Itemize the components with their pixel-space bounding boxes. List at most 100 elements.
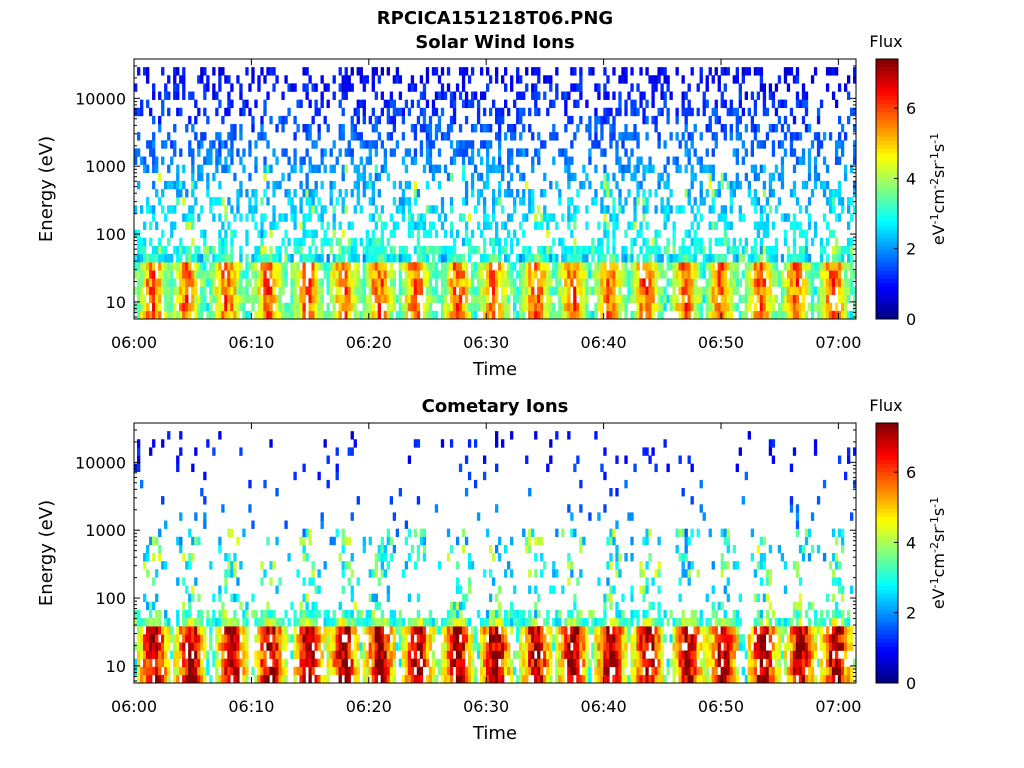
heatmap-cell <box>762 262 767 271</box>
heatmap-cell <box>744 172 748 182</box>
heatmap-cell <box>576 245 580 255</box>
heatmap-cell <box>498 609 502 619</box>
heatmap-cell <box>200 75 204 84</box>
heatmap-cell <box>507 213 511 222</box>
heatmap-cell <box>516 310 520 320</box>
heatmap-cell <box>482 237 487 247</box>
heatmap-cell <box>720 302 724 312</box>
heatmap-cell <box>591 310 595 320</box>
heatmap-cell <box>419 650 424 659</box>
heatmap-cell <box>567 278 571 287</box>
heatmap-cell <box>618 310 622 320</box>
heatmap-cell <box>335 270 339 279</box>
heatmap-cell <box>185 262 189 271</box>
heatmap-cell <box>603 254 607 263</box>
heatmap-cell <box>627 164 631 174</box>
heatmap-cell <box>467 237 472 247</box>
heatmap-cell <box>789 254 794 263</box>
heatmap-cell <box>194 642 198 651</box>
heatmap-cell <box>636 229 640 239</box>
heatmap-cell <box>828 189 833 198</box>
heatmap-cell <box>825 83 830 92</box>
heatmap-cell <box>416 544 421 554</box>
heatmap-cell <box>227 642 231 651</box>
heatmap-cell <box>630 99 634 109</box>
heatmap-cell <box>461 634 466 643</box>
heatmap-cell <box>338 148 342 157</box>
heatmap-cell <box>389 642 394 651</box>
heatmap-cell <box>311 286 315 295</box>
heatmap-cell <box>446 262 451 271</box>
heatmap-cell <box>374 666 378 676</box>
heatmap-cell <box>690 221 694 230</box>
heatmap-cell <box>143 666 147 676</box>
heatmap-cell <box>206 115 210 125</box>
heatmap-cell <box>362 618 366 627</box>
heatmap-cell <box>383 156 387 165</box>
heatmap-cell <box>149 650 153 659</box>
heatmap-cell <box>440 618 445 627</box>
heatmap-cell <box>702 245 706 255</box>
heatmap-cell <box>146 310 150 320</box>
heatmap-cell <box>314 294 318 304</box>
heatmap-cell <box>434 132 439 141</box>
heatmap-cell <box>188 593 192 603</box>
heatmap-cell <box>161 270 165 279</box>
heatmap-cell <box>660 310 664 320</box>
heatmap-cell <box>293 262 297 271</box>
heatmap-cell <box>570 115 574 125</box>
heatmap-cell <box>404 99 409 109</box>
heatmap-cell <box>699 75 703 84</box>
heatmap-cell <box>419 626 424 635</box>
heatmap-cell <box>491 674 496 684</box>
heatmap-cell <box>416 642 421 651</box>
heatmap-cell <box>341 124 345 133</box>
heatmap-cell <box>657 286 661 295</box>
heatmap-cell <box>353 262 357 271</box>
heatmap-cell <box>831 189 836 198</box>
heatmap-cell <box>173 310 177 320</box>
heatmap-cell <box>804 107 809 117</box>
heatmap-cell <box>690 270 694 279</box>
heatmap-cell <box>311 658 315 668</box>
heatmap-cell <box>161 286 165 295</box>
heatmap-cell <box>594 124 598 133</box>
heatmap-cell <box>398 626 403 635</box>
heatmap-cell <box>353 302 357 312</box>
heatmap-cell <box>458 91 463 100</box>
heatmap-cell <box>756 124 761 133</box>
heatmap-cell <box>443 310 448 320</box>
heatmap-cell <box>368 666 372 676</box>
heatmap-cell <box>326 658 330 668</box>
heatmap-cell <box>164 674 168 684</box>
heatmap-cell <box>771 124 776 133</box>
heatmap-cell <box>134 286 138 295</box>
heatmap-cell <box>693 213 697 222</box>
heatmap-cell <box>437 294 442 304</box>
heatmap-cell <box>176 254 180 263</box>
heatmap-cell <box>449 197 454 206</box>
heatmap-cell <box>543 172 547 182</box>
heatmap-cell <box>714 140 718 149</box>
colorbar-segment <box>876 119 898 125</box>
heatmap-cell <box>386 561 391 570</box>
heatmap-cell <box>540 286 544 295</box>
heatmap-cell <box>326 254 330 263</box>
heatmap-cell <box>335 310 339 320</box>
heatmap-cell <box>152 302 156 312</box>
heatmap-cell <box>522 124 526 133</box>
heatmap-cell <box>651 270 655 279</box>
heatmap-cell <box>380 634 384 643</box>
heatmap-cell <box>293 221 297 230</box>
heatmap-cell <box>624 75 628 84</box>
heatmap-cell <box>350 83 354 92</box>
heatmap-cell <box>546 107 550 117</box>
heatmap-cell <box>513 124 517 133</box>
heatmap-cell <box>227 310 231 320</box>
heatmap-cell <box>227 132 231 141</box>
heatmap-cell <box>735 107 739 117</box>
heatmap-cell <box>771 254 776 263</box>
heatmap-cell <box>479 650 484 659</box>
heatmap-cell <box>606 91 610 100</box>
